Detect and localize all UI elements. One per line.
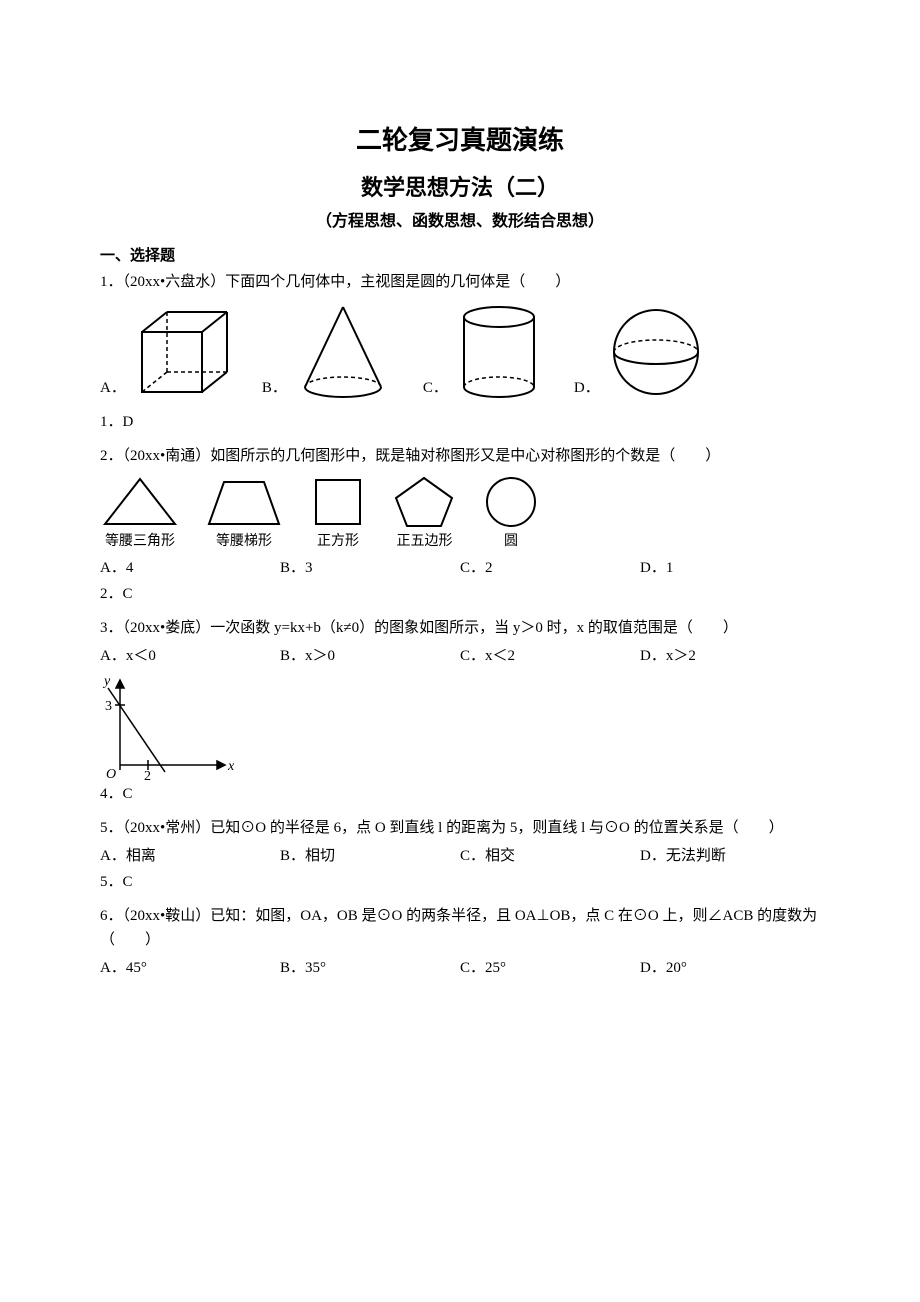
q6-options: A．45° B．35° C．25° D．20° [100, 956, 820, 980]
q6-opt-b: B．35° [280, 956, 460, 980]
q1-opt-a: A． [100, 302, 232, 402]
square-icon [308, 474, 368, 529]
q2-shape-pentagon: 正五边形 [392, 474, 457, 553]
q1-opt-b-label: B． [262, 376, 287, 402]
q2-text: 2．（20xx•南通）如图所示的几何图形中，既是轴对称图形又是中心对称图形的个数… [100, 444, 820, 468]
q2-opt-b: B．3 [280, 556, 460, 580]
cylinder-icon [454, 302, 544, 402]
cone-icon [293, 302, 393, 402]
q5-opt-d: D．无法判断 [640, 844, 820, 868]
q5-opt-a: A．相离 [100, 844, 280, 868]
triangle-icon [100, 474, 180, 529]
q3-opt-a: A．x＜0 [100, 644, 280, 668]
q2-shape2-label: 等腰梯形 [216, 531, 272, 553]
q6-opt-c: C．25° [460, 956, 640, 980]
q3-opt-b: B．x＞0 [280, 644, 460, 668]
pentagon-icon [392, 474, 457, 529]
q2-shapes: 等腰三角形 等腰梯形 正方形 正五边形 圆 [100, 474, 820, 553]
q2-opt-a: A．4 [100, 556, 280, 580]
linear-graph-icon: y x 3 2 O [100, 670, 240, 780]
title-sub: 数学思想方法（二） [100, 170, 820, 205]
q2-shape-circle: 圆 [481, 474, 541, 553]
q1-options: A． B． [100, 302, 820, 402]
title-desc: （方程思想、函数思想、数形结合思想） [100, 209, 820, 235]
tick-y-label: 3 [105, 699, 112, 714]
q1-opt-b: B． [262, 302, 393, 402]
q1-opt-c: C． [423, 302, 544, 402]
origin-label: O [106, 767, 116, 780]
axis-y-label: y [102, 674, 111, 689]
q3-opt-c: C．x＜2 [460, 644, 640, 668]
q2-shape5-label: 圆 [504, 531, 518, 553]
q5-text: 5．（20xx•常州）已知⊙O 的半径是 6，点 O 到直线 l 的距离为 5，… [100, 816, 820, 840]
q2-opt-d: D．1 [640, 556, 820, 580]
q2-options: A．4 B．3 C．2 D．1 [100, 556, 820, 580]
title-main: 二轮复习真题演练 [100, 120, 820, 162]
q3-text: 3．（20xx•娄底）一次函数 y=kx+b（k≠0）的图象如图所示，当 y＞0… [100, 616, 820, 640]
q2-opt-c: C．2 [460, 556, 640, 580]
q2-shape-trapezoid: 等腰梯形 [204, 474, 284, 553]
q3-answer: 4．C [100, 782, 820, 806]
axis-x-label: x [227, 759, 235, 774]
q3-graph: y x 3 2 O [100, 670, 820, 780]
q1-opt-c-label: C． [423, 376, 448, 402]
q1-opt-d-label: D． [574, 376, 600, 402]
q2-answer: 2．C [100, 582, 820, 606]
q2-shape3-label: 正方形 [317, 531, 359, 553]
q2-shape-triangle: 等腰三角形 [100, 474, 180, 553]
q6-text: 6．（20xx•鞍山）已知：如图，OA，OB 是⊙O 的两条半径，且 OA⊥OB… [100, 904, 820, 952]
sphere-icon [606, 302, 706, 402]
tick-x-label: 2 [144, 769, 151, 780]
q1-opt-a-label: A． [100, 376, 126, 402]
section-heading: 一、选择题 [100, 244, 820, 268]
q6-opt-a: A．45° [100, 956, 280, 980]
circle-icon [481, 474, 541, 529]
q5-options: A．相离 B．相切 C．相交 D．无法判断 [100, 844, 820, 868]
q5-opt-b: B．相切 [280, 844, 460, 868]
q1-answer: 1．D [100, 410, 820, 434]
q1-opt-d: D． [574, 302, 706, 402]
q5-opt-c: C．相交 [460, 844, 640, 868]
q3-options: A．x＜0 B．x＞0 C．x＜2 D．x＞2 [100, 644, 820, 668]
q2-shape1-label: 等腰三角形 [105, 531, 175, 553]
page: 二轮复习真题演练 数学思想方法（二） （方程思想、函数思想、数形结合思想） 一、… [0, 0, 920, 1042]
q5-answer: 5．C [100, 870, 820, 894]
q2-shape4-label: 正五边形 [397, 531, 453, 553]
q2-shape-square: 正方形 [308, 474, 368, 553]
q1-text: 1．（20xx•六盘水）下面四个几何体中，主视图是圆的几何体是（ ） [100, 270, 820, 294]
q3-opt-d: D．x＞2 [640, 644, 820, 668]
q6-opt-d: D．20° [640, 956, 820, 980]
cube-icon [132, 302, 232, 402]
trapezoid-icon [204, 474, 284, 529]
